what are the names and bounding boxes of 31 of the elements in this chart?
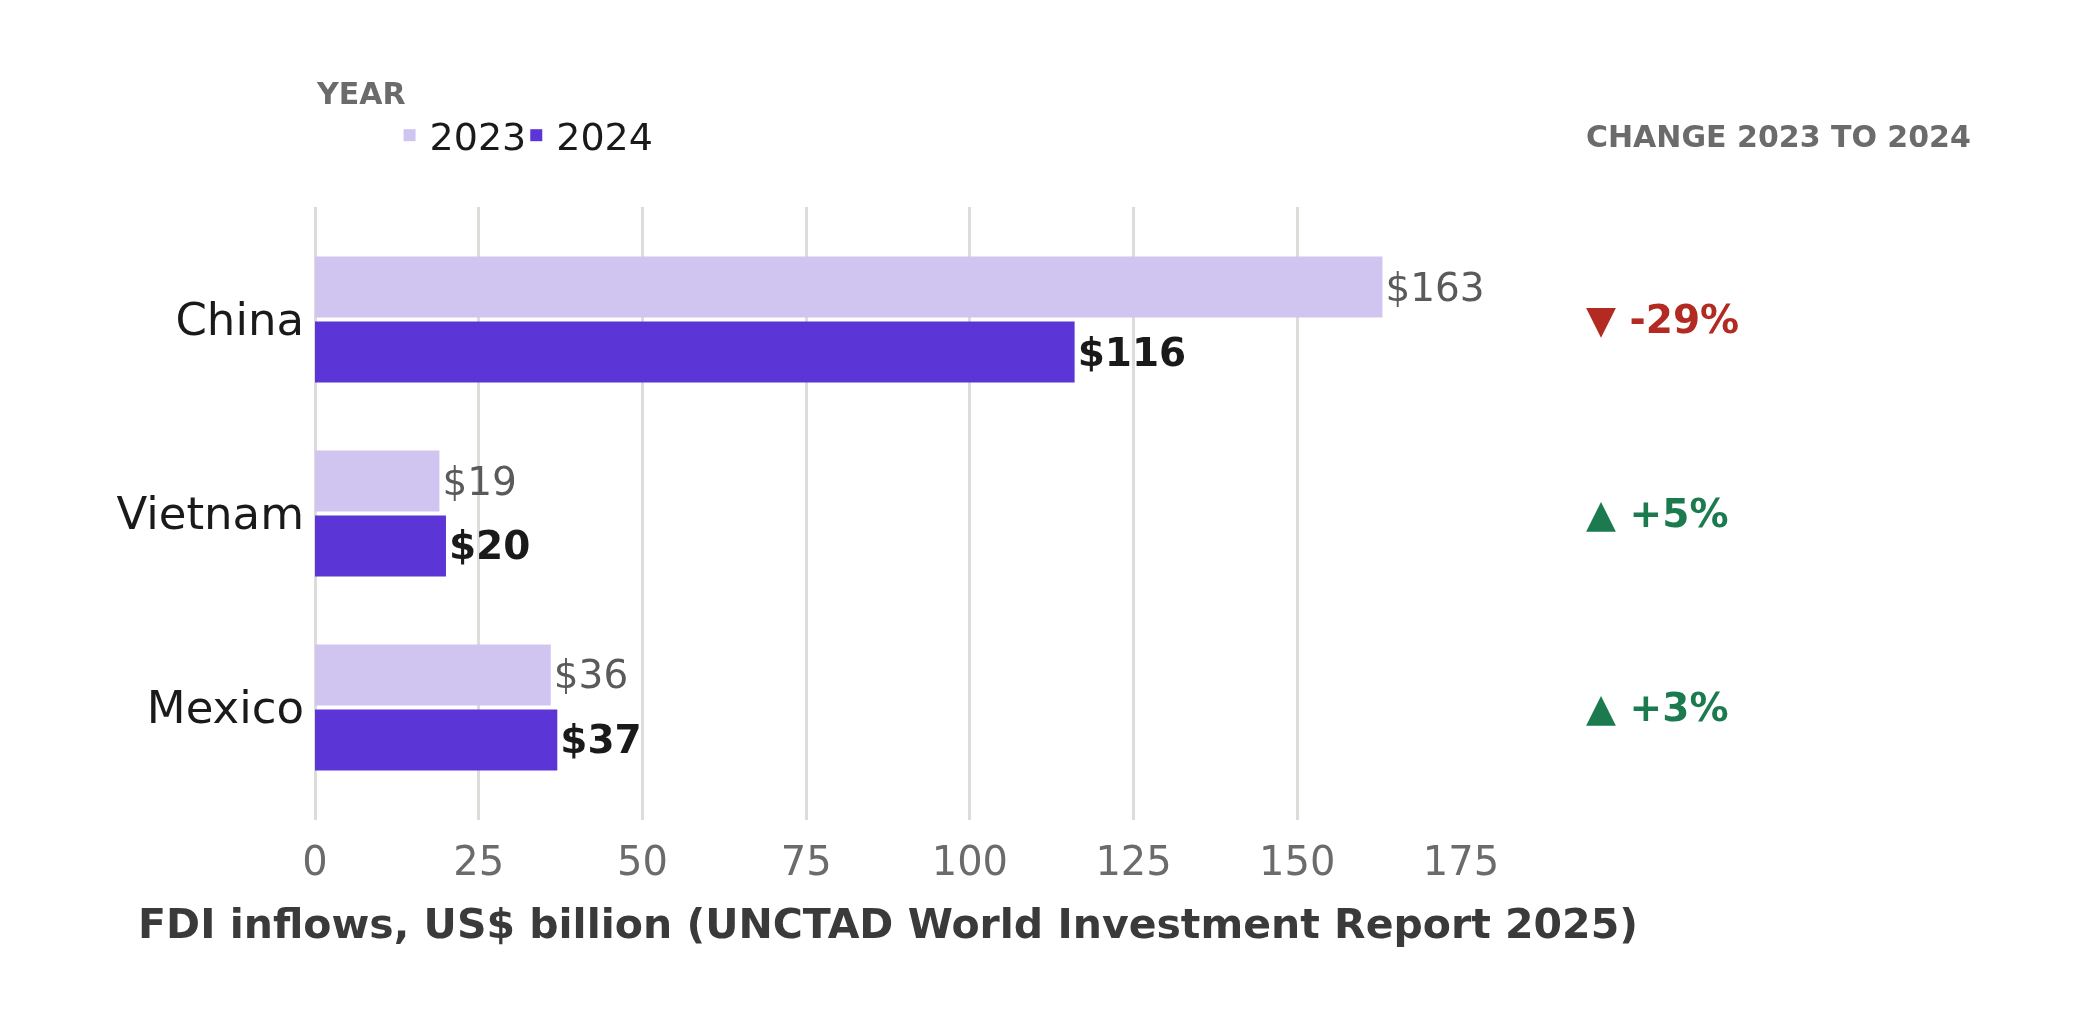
data-label: $116 — [1077, 329, 1187, 375]
y-tick-label: Mexico — [146, 681, 304, 735]
y-tick-label: Vietnam — [116, 487, 304, 541]
data-label: $37 — [560, 717, 642, 763]
x-tick-label: 100 — [931, 838, 1009, 884]
x-tick-label: 0 — [302, 838, 328, 884]
x-axis-title: FDI inflows, US$ billion (UNCTAD World Investment Report 2025) — [138, 900, 1638, 949]
data-label: $36 — [553, 652, 629, 698]
bar — [315, 709, 558, 771]
text: ▲ +3% — [1586, 685, 1729, 730]
data-label: $163 — [1385, 264, 1485, 310]
data-label: $19 — [442, 458, 517, 504]
text: ▲ +5% — [1586, 491, 1729, 536]
x-tick-label: 150 — [1259, 838, 1336, 884]
x-tick-label: 175 — [1422, 838, 1500, 884]
text: ▼ -29% — [1586, 297, 1740, 342]
x-tick-label: 25 — [453, 838, 505, 884]
x-tick-label: 50 — [616, 838, 668, 884]
x-tick-label: 75 — [780, 838, 832, 884]
bar — [315, 450, 440, 512]
bar — [315, 321, 1075, 383]
x-tick-label: 125 — [1095, 838, 1172, 884]
legend-label: 2024 — [556, 115, 653, 160]
legend-label: 2023 — [429, 115, 527, 160]
data-label: $20 — [448, 523, 531, 569]
legend-title: YEAR — [316, 76, 406, 111]
y-tick-label: China — [175, 293, 304, 347]
text: CHANGE 2023 TO 2024 — [1586, 119, 1971, 154]
bar — [315, 644, 551, 706]
bar — [315, 515, 446, 577]
bar — [315, 256, 1383, 318]
